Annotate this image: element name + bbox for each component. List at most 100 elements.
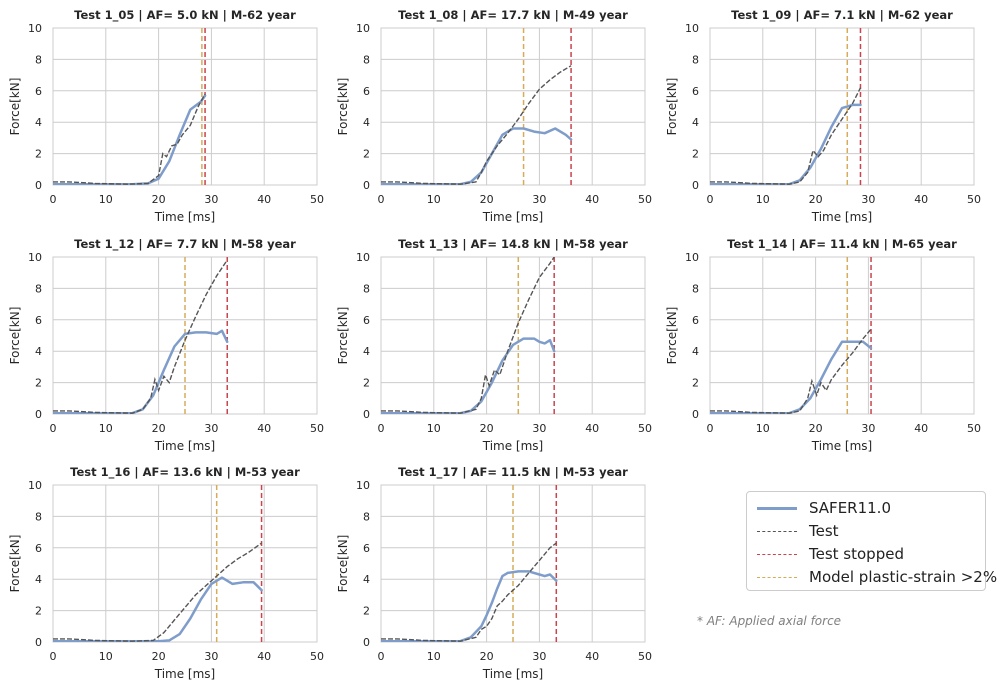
footnote: * AF: Applied axial force: [697, 614, 842, 628]
y-tick-label: 6: [35, 542, 42, 555]
y-tick-label: 10: [685, 251, 699, 264]
plot-content: [53, 485, 263, 642]
panel-title: Test 1_16 | AF= 13.6 kN | M-53 year: [70, 465, 300, 480]
y-tick-label: 2: [692, 377, 699, 390]
plot-content: [381, 485, 558, 642]
x-tick-label: 30: [532, 650, 546, 663]
y-tick-label: 8: [692, 282, 699, 295]
x-tick-label: 20: [480, 650, 494, 663]
x-tick-label: 10: [756, 422, 770, 435]
x-tick-label: 40: [914, 193, 928, 206]
series-test-line: [710, 328, 872, 414]
x-tick-label: 30: [532, 193, 546, 206]
y-tick-label: 0: [363, 179, 370, 192]
legend-swatch-test-stopped: [757, 553, 797, 555]
y-tick-label: 8: [363, 510, 370, 523]
panel-2: 0 10 20 30 40 50 0 2 4 6 8 10 Test 1_08 | AF= 17.7 k…: [336, 8, 652, 224]
y-tick-label: 10: [28, 251, 42, 264]
x-tick-label: 50: [310, 193, 324, 206]
y-tick-label: 8: [363, 53, 370, 66]
series-safer-line: [53, 576, 263, 642]
y-tick-label: 0: [363, 408, 370, 421]
y-tick-label: 2: [363, 605, 370, 618]
x-axis-label: Time [ms]: [154, 439, 216, 453]
y-tick-label: 8: [35, 282, 42, 295]
y-axis-label: Force[kN]: [8, 78, 22, 136]
plot-content: [381, 28, 573, 185]
legend-label-model-strain: Model plastic-strain >2%: [809, 568, 997, 586]
panel-title: Test 1_09 | AF= 7.1 kN | M-62 year: [731, 8, 953, 23]
y-axis-label: Force[kN]: [336, 307, 350, 365]
y-tick-label: 0: [35, 179, 42, 192]
legend-swatch-test: [757, 530, 797, 532]
plot-content: [53, 257, 229, 414]
series-test-line: [381, 257, 555, 414]
x-tick-label: 20: [480, 422, 494, 435]
series-safer-line: [381, 337, 556, 414]
series-safer-line: [710, 340, 873, 414]
panel-title: Test 1_05 | AF= 5.0 kN | M-62 year: [74, 8, 296, 23]
x-tick-label: 10: [99, 422, 113, 435]
legend-label-safer: SAFER11.0: [809, 499, 891, 517]
x-tick-label: 20: [152, 193, 166, 206]
legend-label-test-stopped: Test stopped: [809, 545, 904, 563]
y-tick-label: 10: [356, 251, 370, 264]
x-tick-label: 40: [585, 650, 599, 663]
x-tick-label: 40: [914, 422, 928, 435]
panel-4: 0 10 20 30 40 50 0 2 4 6 8 10 Test 1_12 | AF= 7.7 kN…: [8, 237, 324, 453]
x-tick-label: 40: [257, 422, 271, 435]
y-tick-label: 4: [363, 116, 370, 129]
series-test-line: [381, 65, 572, 185]
plot-content: [381, 257, 556, 414]
legend-entry-test: Test: [757, 521, 839, 541]
x-axis-label: Time [ms]: [811, 210, 873, 224]
x-tick-label: 10: [756, 193, 770, 206]
panel-title: Test 1_14 | AF= 11.4 kN | M-65 year: [727, 237, 957, 252]
y-axis-label: Force[kN]: [8, 535, 22, 593]
y-tick-label: 8: [35, 53, 42, 66]
x-axis-label: Time [ms]: [482, 667, 544, 681]
y-tick-label: 6: [692, 314, 699, 327]
panel-3: 0 10 20 30 40 50 0 2 4 6 8 10 Test 1_09 | AF= 7.1 kN…: [665, 8, 981, 224]
y-tick-label: 4: [363, 345, 370, 358]
y-tick-label: 10: [356, 479, 370, 492]
y-axis-label: Force[kN]: [665, 78, 679, 136]
y-tick-label: 2: [35, 148, 42, 161]
x-tick-label: 10: [99, 193, 113, 206]
x-tick-label: 30: [532, 422, 546, 435]
x-tick-label: 50: [638, 193, 652, 206]
x-axis-label: Time [ms]: [482, 439, 544, 453]
y-tick-label: 10: [28, 22, 42, 35]
x-tick-label: 10: [427, 193, 441, 206]
x-tick-label: 30: [861, 193, 875, 206]
series-safer-line: [710, 103, 862, 185]
panel-title: Test 1_08 | AF= 17.7 kN | M-49 year: [398, 8, 628, 23]
y-tick-label: 2: [363, 148, 370, 161]
x-tick-label: 50: [310, 650, 324, 663]
panel-7: 0 10 20 30 40 50 0 2 4 6 8 10 Test 1_16 | AF= 13.6 k…: [8, 465, 324, 681]
legend-label-test: Test: [809, 522, 839, 540]
y-tick-label: 2: [35, 377, 42, 390]
plot-frame: [380, 27, 646, 186]
plot-frame: [52, 484, 318, 643]
x-tick-label: 20: [809, 193, 823, 206]
x-tick-label: 30: [861, 422, 875, 435]
y-tick-label: 6: [35, 85, 42, 98]
y-tick-label: 10: [28, 479, 42, 492]
legend-swatch-safer: [757, 506, 797, 510]
plot-area: [53, 485, 317, 642]
plot-frame: [709, 256, 975, 415]
x-tick-label: 50: [638, 650, 652, 663]
y-tick-label: 4: [35, 345, 42, 358]
y-tick-label: 8: [692, 53, 699, 66]
y-axis-label: Force[kN]: [8, 307, 22, 365]
x-tick-label: 20: [152, 650, 166, 663]
x-tick-label: 0: [378, 193, 385, 206]
panel-title: Test 1_13 | AF= 14.8 kN | M-58 year: [398, 237, 628, 252]
x-axis-label: Time [ms]: [154, 210, 216, 224]
x-tick-label: 10: [427, 650, 441, 663]
y-tick-label: 4: [692, 345, 699, 358]
panel-1: 0 10 20 30 40 50 0 2 4 6 8 10 Test 1_05 | AF= 5.0 kN…: [8, 8, 324, 224]
plot-area: [381, 28, 645, 185]
plot-frame: [52, 27, 318, 186]
